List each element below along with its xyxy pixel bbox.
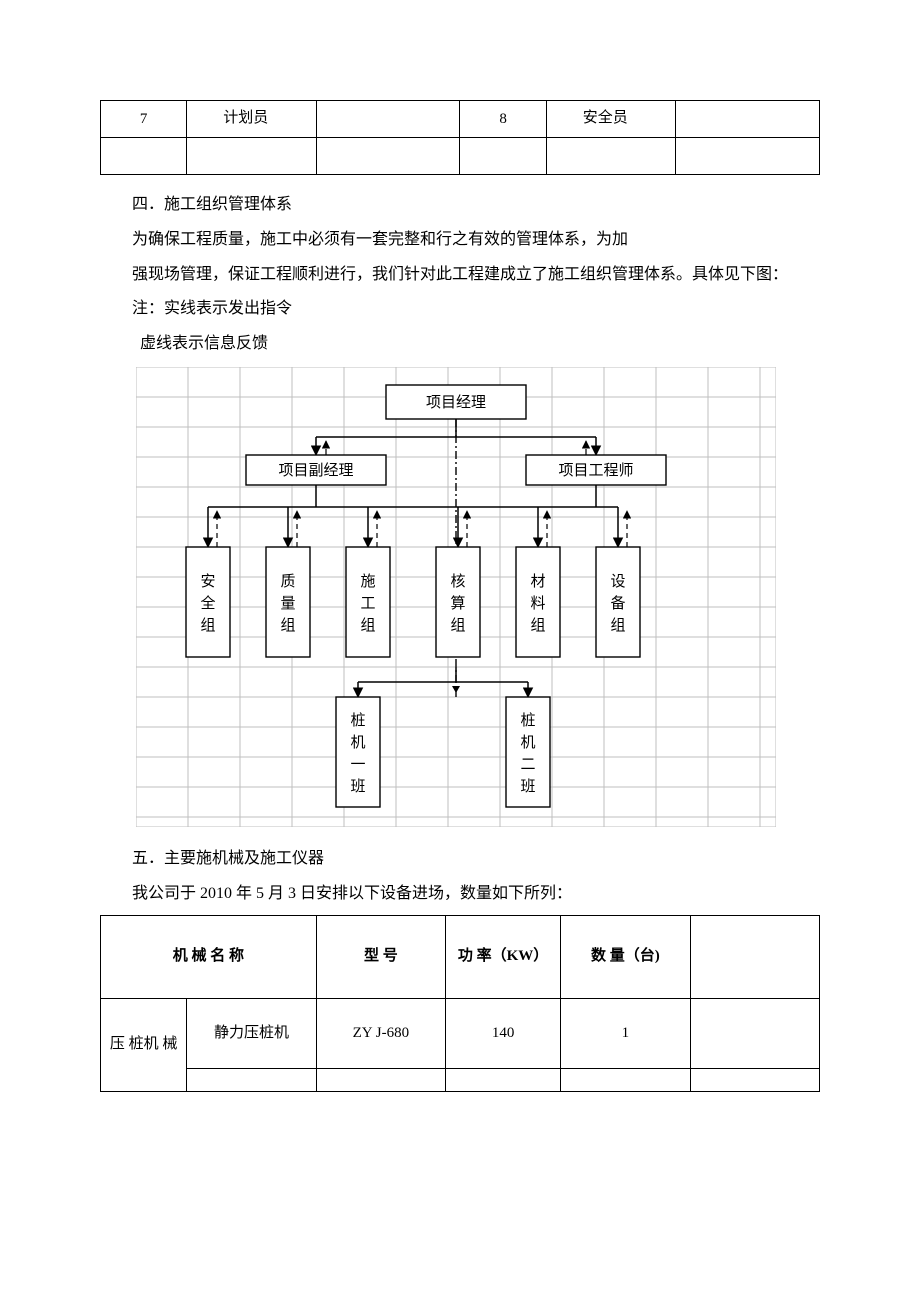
- cell: 7: [101, 101, 187, 138]
- col-empty: [690, 915, 819, 998]
- cell: 计划员: [187, 101, 316, 138]
- svg-text:组: 组: [200, 617, 215, 634]
- cell: [676, 101, 820, 138]
- svg-text:二: 二: [520, 757, 535, 773]
- svg-text:设: 设: [610, 573, 625, 590]
- svg-text:机: 机: [350, 734, 365, 751]
- svg-text:量: 量: [280, 596, 295, 612]
- cell: 8: [460, 101, 546, 138]
- section5-title: 五．主要施机械及施工仪器: [100, 845, 820, 874]
- col-power: 功 率（KW）: [446, 915, 561, 998]
- svg-text:施: 施: [360, 573, 375, 590]
- cell: [187, 138, 316, 175]
- cell: [690, 1068, 819, 1091]
- svg-text:组: 组: [610, 617, 625, 634]
- legend-solid: 注：实线表示发出指令: [100, 295, 820, 324]
- col-qty: 数 量（台): [561, 915, 690, 998]
- table-row: 压 桩机 械 静力压桩机 ZY J-680 140 1: [101, 998, 820, 1068]
- svg-text:机: 机: [520, 734, 535, 751]
- svg-text:组: 组: [450, 617, 465, 634]
- svg-text:组: 组: [280, 617, 295, 634]
- svg-text:材: 材: [530, 573, 545, 590]
- cell: [316, 138, 460, 175]
- svg-text:组: 组: [530, 617, 545, 634]
- personnel-table: 7 计划员 8 安全员: [100, 100, 820, 175]
- cell-qty: 1: [561, 998, 690, 1068]
- svg-text:安: 安: [200, 573, 215, 590]
- table-row: [101, 138, 820, 175]
- svg-text:核: 核: [450, 573, 465, 590]
- svg-text:料: 料: [530, 595, 545, 612]
- svg-text:算: 算: [450, 594, 465, 612]
- cell: [187, 1068, 316, 1091]
- svg-text:一: 一: [350, 757, 365, 773]
- equipment-table: 机 械 名 称 型 号 功 率（KW） 数 量（台) 压 桩机 械 静力压桩机 …: [100, 915, 820, 1092]
- cell: [316, 101, 460, 138]
- cell-model: ZY J-680: [316, 998, 445, 1068]
- org-chart: 项目经理项目副经理项目工程师安全组质量组施工组核算组材料组设备组桩机一班桩机二班: [136, 367, 776, 827]
- svg-text:工: 工: [360, 596, 375, 612]
- col-name: 机 械 名 称: [101, 915, 317, 998]
- cell: [546, 138, 675, 175]
- cell: [676, 138, 820, 175]
- svg-text:全: 全: [200, 594, 215, 612]
- cell: [101, 138, 187, 175]
- table-header-row: 机 械 名 称 型 号 功 率（KW） 数 量（台): [101, 915, 820, 998]
- svg-text:班: 班: [350, 778, 365, 795]
- svg-text:备: 备: [610, 595, 625, 612]
- svg-text:质: 质: [280, 573, 295, 590]
- cell: [561, 1068, 690, 1091]
- col-model: 型 号: [316, 915, 445, 998]
- table-row: [101, 1068, 820, 1091]
- svg-text:项目副经理: 项目副经理: [278, 462, 353, 479]
- cell-power: 140: [446, 998, 561, 1068]
- section5-intro: 我公司于 2010 年 5 月 3 日安排以下设备进场，数量如下所列：: [100, 880, 820, 909]
- svg-text:桩: 桩: [350, 712, 365, 729]
- cell: [316, 1068, 445, 1091]
- cell-text: 计划员: [223, 110, 268, 126]
- cell-empty: [690, 998, 819, 1068]
- section4-p2: 强现场管理，保证工程顺利进行，我们针对此工程建成立了施工组织管理体系。具体见下图…: [100, 261, 820, 290]
- table-row: 7 计划员 8 安全员: [101, 101, 820, 138]
- section4-p1: 为确保工程质量，施工中必须有一套完整和行之有效的管理体系，为加: [100, 226, 820, 255]
- section4-title: 四．施工组织管理体系: [100, 191, 820, 220]
- svg-text:组: 组: [360, 617, 375, 634]
- svg-text:项目经理: 项目经理: [426, 394, 486, 411]
- svg-text:桩: 桩: [520, 712, 535, 729]
- svg-text:项目工程师: 项目工程师: [558, 462, 633, 479]
- cell: 安全员: [546, 101, 675, 138]
- svg-text:班: 班: [520, 778, 535, 795]
- cell-name: 静力压桩机: [187, 998, 316, 1068]
- cell: [460, 138, 546, 175]
- legend-dashed: 虚线表示信息反馈: [100, 330, 820, 359]
- cell-text: 安全员: [583, 110, 628, 126]
- cell: [446, 1068, 561, 1091]
- cell-group: 压 桩机 械: [101, 998, 187, 1091]
